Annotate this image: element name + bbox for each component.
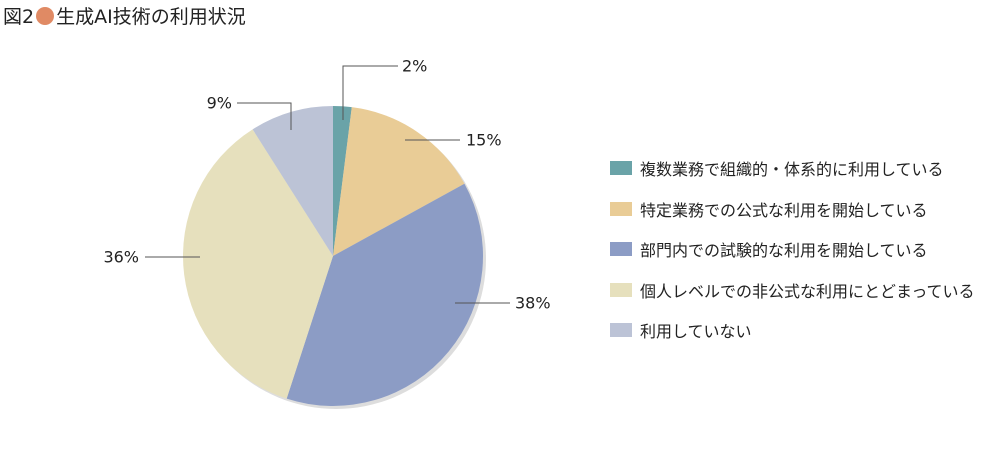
legend-swatch	[610, 282, 632, 297]
legend-item: 利用していない	[610, 310, 975, 351]
data-label-0: 2%	[402, 57, 427, 76]
legend-swatch	[610, 323, 632, 338]
data-label-1: 15%	[466, 131, 502, 150]
legend: 複数業務で組織的・体系的に利用している 特定業務での公式な利用を開始している 部門内…	[610, 148, 975, 351]
pie-slice-1	[333, 107, 465, 256]
leader-line-4	[237, 102, 292, 130]
legend-label: 部門内での試験的な利用を開始している	[640, 241, 928, 261]
legend-swatch	[610, 201, 632, 216]
pie-slice-0	[333, 106, 352, 256]
legend-item: 複数業務で組織的・体系的に利用している	[610, 148, 975, 189]
legend-label: 特定業務での公式な利用を開始している	[640, 200, 928, 220]
pie-slice-3	[183, 129, 333, 399]
figure-number: 図2	[3, 6, 35, 28]
legend-label: 複数業務で組織的・体系的に利用している	[640, 160, 944, 180]
legend-swatch	[610, 161, 632, 176]
data-label-4: 9%	[207, 94, 232, 113]
title-text: 生成AI技術の利用状況	[56, 6, 246, 28]
legend-item: 部門内での試験的な利用を開始している	[610, 229, 975, 270]
pie-slice-2	[286, 183, 484, 407]
legend-item: 特定業務での公式な利用を開始している	[610, 189, 975, 230]
legend-label: 個人レベルでの非公式な利用にとどまっている	[640, 281, 975, 301]
pie-slice-4	[252, 106, 333, 256]
legend-swatch	[610, 242, 632, 257]
legend-label: 利用していない	[640, 322, 752, 342]
title-dot-icon	[36, 6, 55, 25]
chart-title: 図2 生成AI技術の利用状況	[3, 2, 246, 29]
data-label-2: 38%	[515, 294, 551, 313]
legend-item: 個人レベルでの非公式な利用にとどまっている	[610, 270, 975, 311]
leader-line-0	[342, 65, 398, 120]
data-label-3: 36%	[103, 248, 139, 267]
